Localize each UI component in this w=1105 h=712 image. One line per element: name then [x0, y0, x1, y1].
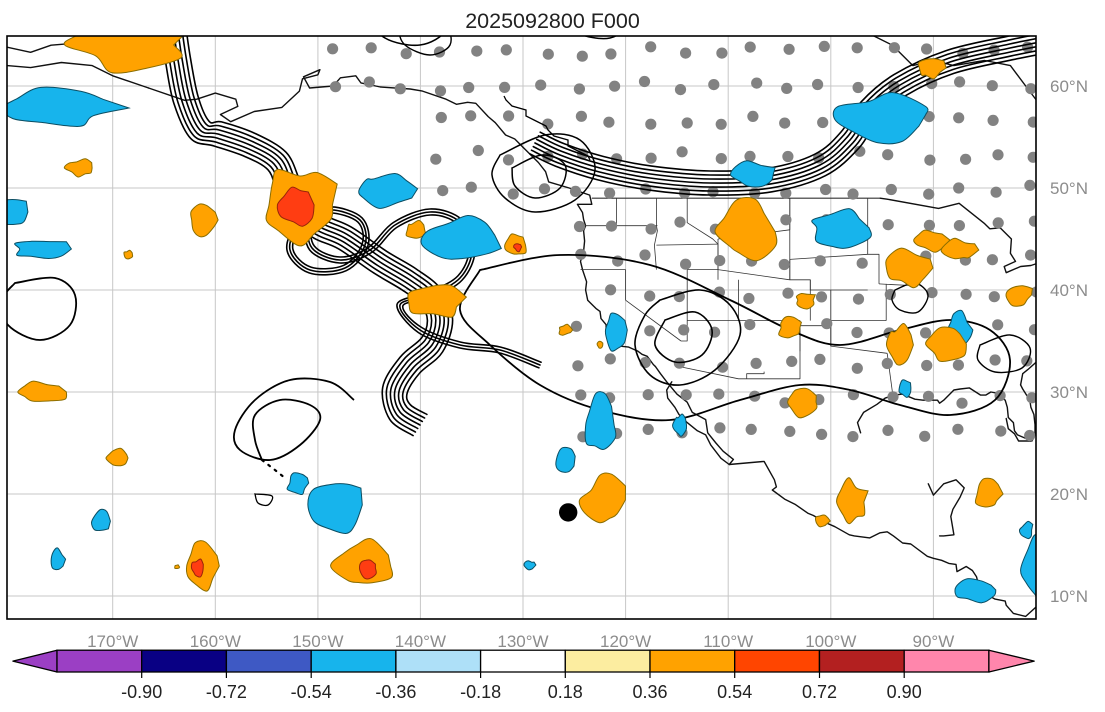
svg-text:50°N: 50°N: [1050, 179, 1088, 198]
svg-text:90°W: 90°W: [913, 632, 955, 651]
svg-text:150°W: 150°W: [292, 632, 343, 651]
svg-text:110°W: 110°W: [703, 632, 753, 651]
svg-text:100°W: 100°W: [805, 632, 856, 651]
svg-text:170°W: 170°W: [87, 632, 138, 651]
svg-text:0.36: 0.36: [632, 682, 667, 702]
svg-text:0.54: 0.54: [717, 682, 752, 702]
svg-text:40°N: 40°N: [1050, 281, 1088, 300]
svg-text:20°N: 20°N: [1050, 485, 1088, 504]
svg-text:-0.72: -0.72: [206, 682, 247, 702]
svg-text:0.90: 0.90: [887, 682, 922, 702]
svg-text:-0.90: -0.90: [121, 682, 162, 702]
svg-text:140°W: 140°W: [395, 632, 446, 651]
svg-text:0.72: 0.72: [802, 682, 837, 702]
svg-text:10°N: 10°N: [1050, 587, 1088, 606]
svg-text:120°W: 120°W: [600, 632, 651, 651]
svg-text:130°W: 130°W: [497, 632, 548, 651]
svg-text:-0.18: -0.18: [460, 682, 501, 702]
svg-text:-0.36: -0.36: [375, 682, 416, 702]
svg-text:-0.54: -0.54: [291, 682, 332, 702]
svg-text:160°W: 160°W: [190, 632, 241, 651]
svg-text:60°N: 60°N: [1050, 77, 1088, 96]
svg-text:30°N: 30°N: [1050, 383, 1088, 402]
svg-text:0.18: 0.18: [548, 682, 583, 702]
